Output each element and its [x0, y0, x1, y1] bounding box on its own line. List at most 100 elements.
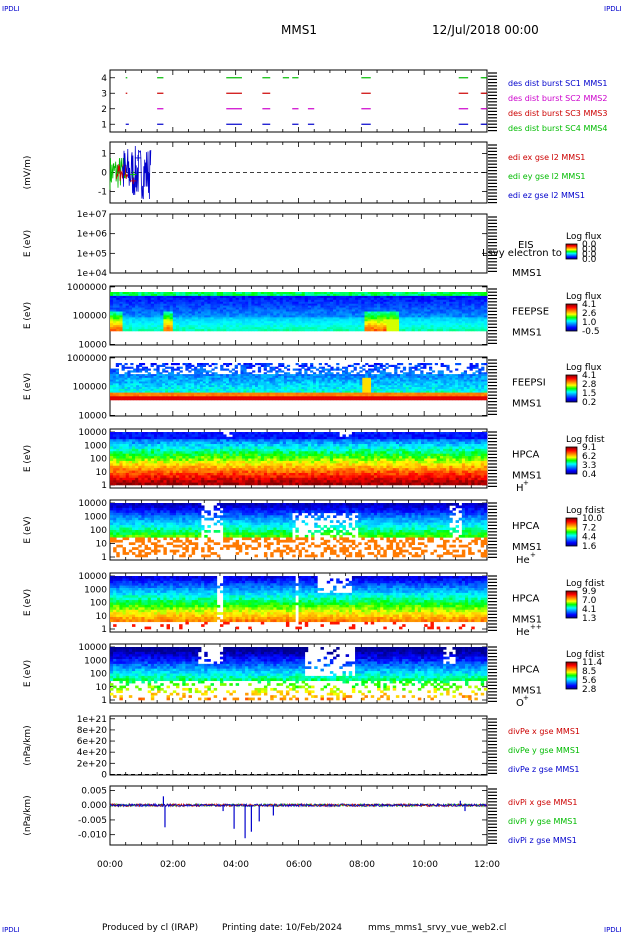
- feepsi-cell: [202, 396, 206, 399]
- feepsi-cell: [168, 398, 172, 401]
- feepse-cell: [263, 311, 268, 314]
- feepsi-cell: [347, 392, 351, 395]
- feepse-cell: [345, 329, 350, 332]
- feepse-cell: [144, 297, 148, 301]
- feepsi-cell: [199, 385, 204, 388]
- feepsi-cell: [243, 385, 247, 388]
- feepse-cell: [417, 295, 422, 299]
- feepsi-cell: [304, 385, 308, 388]
- feepse-cell: [380, 329, 384, 332]
- feepse-cell: [232, 292, 236, 295]
- feepsi-cell: [191, 381, 195, 384]
- feepsi-cell: [417, 388, 421, 392]
- feepsi-cell: [434, 374, 438, 377]
- feepse-cell: [241, 303, 246, 306]
- feepsi-cell: [133, 383, 137, 386]
- feepsi-cell: [269, 381, 273, 384]
- feepsi-cell: [469, 394, 473, 397]
- feepsi-cell: [208, 370, 212, 373]
- feepse-cell: [128, 293, 133, 297]
- feepsi-cell: [269, 390, 273, 393]
- feepse-cell: [216, 315, 221, 318]
- feepsi-cell: [278, 396, 282, 399]
- feepse-cell: [339, 315, 343, 318]
- feepse-cell: [213, 293, 218, 297]
- feepsi-cell: [249, 383, 253, 386]
- feepse-cell: [235, 327, 240, 330]
- feepse-cell: [169, 295, 174, 299]
- feepse-cell: [380, 309, 384, 312]
- feepsi-cell: [281, 363, 285, 366]
- feepse-cell: [125, 303, 130, 306]
- feepse-cell: [333, 297, 337, 301]
- feepse-cell: [157, 307, 161, 310]
- feepsi-cell: [150, 388, 154, 392]
- feepse-cell: [402, 309, 406, 312]
- feepse-cell: [219, 301, 224, 304]
- feepsi-cell: [475, 394, 479, 397]
- feepse-cell: [461, 307, 466, 310]
- feepse-cell: [307, 307, 312, 310]
- feepse-cell: [207, 321, 211, 324]
- feepse-cell: [377, 303, 381, 306]
- feepsi-cell: [159, 381, 163, 384]
- feepse-cell: [204, 292, 208, 295]
- feepse-cell: [402, 321, 406, 324]
- feepsi-cell: [327, 370, 331, 373]
- feepse-cell: [282, 323, 287, 326]
- feepse-cell: [436, 317, 441, 320]
- feepse-cell: [336, 309, 340, 312]
- feepsi-cell: [278, 398, 282, 401]
- feepse-cell: [361, 305, 365, 308]
- feepse-cell: [377, 301, 381, 304]
- feepsi-cell: [156, 396, 160, 399]
- feepse-cell: [232, 303, 236, 306]
- feepse-cell: [370, 329, 375, 332]
- feepse-cell: [329, 307, 334, 310]
- feepsi-cell: [136, 377, 140, 380]
- feepse-cell: [110, 297, 114, 301]
- feepsi-cell: [246, 385, 250, 388]
- feepse-cell: [292, 301, 296, 304]
- feepse-cell: [223, 313, 227, 316]
- feepsi-cell: [356, 381, 360, 384]
- feepsi-cell: [185, 398, 189, 401]
- feepsi-cell: [388, 381, 392, 384]
- feepse-cell: [367, 305, 372, 308]
- feepsi-cell: [434, 375, 438, 379]
- feepsi-cell: [115, 394, 119, 397]
- feepse-cell: [279, 301, 284, 304]
- feepsi-cell: [460, 388, 465, 392]
- feepsi-cell: [263, 385, 267, 388]
- feepse-cell: [131, 311, 136, 314]
- feepse-cell: [125, 305, 130, 308]
- feepsi-cell: [315, 368, 320, 371]
- feepsi-cell: [231, 392, 235, 395]
- feepse-cell: [443, 292, 447, 295]
- feepsi-cell: [205, 385, 209, 388]
- feepse-cell: [166, 292, 170, 295]
- feepsi-cell: [237, 377, 241, 380]
- feepse-cell: [408, 293, 412, 297]
- feepsi-cell: [437, 370, 441, 373]
- edi-series-1: [115, 164, 129, 182]
- feepse-cell: [323, 313, 328, 316]
- eis-ytick-label: 1e+07: [77, 210, 107, 220]
- feepsi-cell: [327, 390, 331, 393]
- feepse-cell: [223, 293, 227, 297]
- feepse-cell: [421, 319, 425, 322]
- feepsi-cell: [156, 379, 160, 382]
- feepse-cell: [163, 292, 167, 295]
- feepse-cell: [191, 301, 196, 304]
- feepse-cell: [455, 319, 460, 322]
- feepse-cell: [122, 301, 127, 304]
- feepsi-cell: [150, 394, 154, 397]
- feepse-cell: [185, 315, 189, 318]
- feepse-cell: [298, 313, 302, 316]
- feepse-cell: [430, 323, 434, 326]
- feepsi-cell: [373, 379, 378, 382]
- feepse-cell: [273, 311, 277, 314]
- feepsi-cell: [217, 392, 221, 395]
- feepsi-cell: [356, 383, 360, 386]
- feepsi-cell: [301, 388, 305, 392]
